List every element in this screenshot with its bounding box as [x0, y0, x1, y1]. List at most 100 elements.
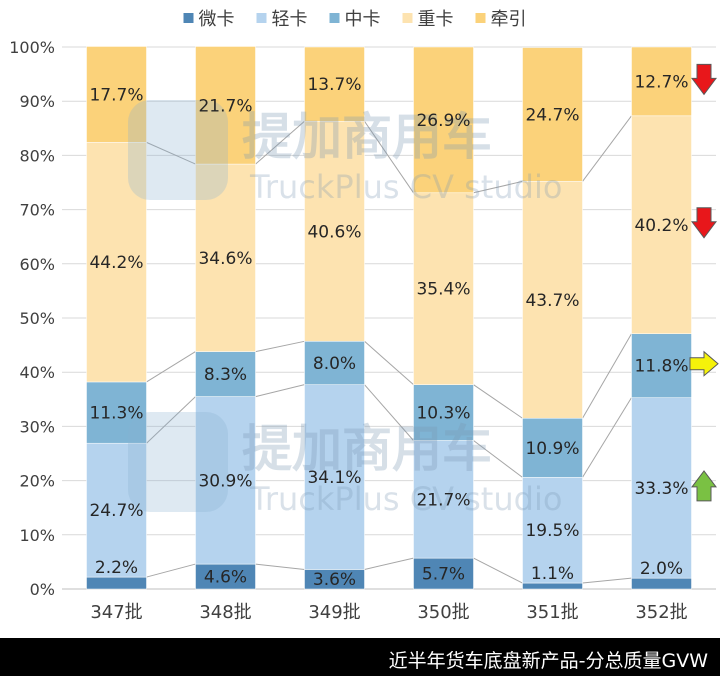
bar-segment-中卡 [195, 351, 256, 397]
bar-segment-轻卡 [195, 396, 256, 565]
series-connector-line [255, 384, 305, 398]
legend-label: 重卡 [418, 9, 454, 30]
data-label: 30.9% [198, 471, 252, 491]
bar-segment-中卡 [631, 333, 692, 398]
data-label: 4.6% [204, 568, 247, 588]
series-connector-line [473, 440, 523, 478]
data-label: 10.9% [525, 439, 579, 459]
x-tick-label: 349批 [308, 602, 360, 623]
data-label: 1.1% [531, 564, 574, 584]
data-label: 34.1% [307, 468, 361, 488]
bar-segment-微卡 [195, 563, 256, 590]
legend-label: 牵引 [491, 9, 527, 30]
data-label: 17.7% [89, 85, 143, 105]
trend-arrow-up-icon [691, 470, 717, 502]
bar-segment-重卡 [86, 142, 147, 383]
series-connector-line [582, 577, 632, 584]
bar-segment-轻卡 [522, 477, 583, 584]
series-connector-line [582, 397, 632, 478]
series-connector-line [473, 180, 523, 194]
data-label: 21.7% [198, 96, 252, 116]
stacked-bar-chart: 0% 10% 20% 30% 40% 50% 60% 70% 80% 90% 100% 347批 348… [9, 9, 719, 623]
watermark-text-cn: 提加商用车 [242, 420, 492, 478]
bar-segment-微卡 [86, 576, 147, 590]
data-label: 13.7% [307, 75, 361, 95]
series-connector-line [582, 115, 632, 182]
bar-segment-重卡 [304, 121, 365, 342]
data-label: 44.2% [89, 253, 143, 273]
data-label: 3.6% [313, 570, 356, 590]
bar-segment-牵引 [195, 46, 256, 165]
bar-segment-牵引 [631, 46, 692, 117]
data-label: 8.0% [313, 354, 356, 374]
bar-segment-重卡 [522, 181, 583, 419]
y-tick-label: 100% [9, 38, 55, 57]
series-connector-line [473, 557, 523, 584]
data-label: 43.7% [525, 291, 579, 311]
data-label: 26.9% [416, 111, 470, 131]
legend-swatch-重卡 [402, 13, 413, 23]
y-tick-label: 30% [19, 417, 55, 436]
data-label: 21.7% [416, 490, 470, 510]
bar-segment-重卡 [413, 192, 474, 385]
bar-segment-重卡 [195, 163, 256, 352]
y-tick-label: 60% [19, 255, 55, 274]
series-connector-line [364, 384, 414, 441]
y-tick-label: 40% [19, 363, 55, 382]
x-tick-label: 350批 [417, 602, 469, 623]
bar-segment-中卡 [522, 418, 583, 478]
bar-segment-轻卡 [413, 440, 474, 559]
data-label: 2.0% [640, 559, 683, 579]
trend-arrow-right-icon [689, 350, 719, 377]
data-label: 33.3% [634, 479, 688, 499]
bar-segment-中卡 [304, 341, 365, 385]
bar-segment-中卡 [413, 384, 474, 441]
series-connector-line [255, 120, 305, 165]
data-label: 40.6% [307, 222, 361, 242]
legend-label: 中卡 [345, 9, 381, 30]
bar-segment-轻卡 [304, 384, 365, 570]
series-connector-line [146, 141, 196, 165]
watermark-text-en: TruckPlus CV studio [249, 480, 562, 518]
bar-segment-轻卡 [631, 397, 692, 579]
series-connector-line [582, 333, 632, 419]
x-tick-label: 347批 [90, 602, 142, 623]
footer-caption: 近半年货车底盘新产品-分总质量GVW [388, 650, 708, 672]
x-tick-label: 348批 [199, 602, 251, 623]
legend-swatch-牵引 [475, 13, 486, 23]
data-label: 2.2% [95, 558, 138, 578]
legend-swatch-微卡 [183, 13, 194, 23]
bar-segment-重卡 [631, 115, 692, 334]
data-label: 8.3% [204, 365, 247, 385]
series-connector-line [364, 340, 414, 386]
y-tick-label: 0% [30, 580, 55, 599]
data-label: 5.7% [422, 565, 465, 585]
data-label: 34.6% [198, 249, 252, 269]
footer-bar: 近半年货车底盘新产品-分总质量GVW [0, 638, 720, 676]
bar-segment-牵引 [86, 46, 147, 143]
data-label: 10.3% [416, 404, 470, 424]
series-connector-line [473, 384, 523, 419]
x-tick-label: 351批 [526, 602, 578, 623]
x-tick-label: 352批 [635, 602, 687, 623]
series-connector-line [146, 396, 196, 444]
data-label: 40.2% [634, 216, 688, 236]
data-label: 12.7% [634, 72, 688, 92]
legend-label: 轻卡 [272, 9, 308, 30]
y-tick-label: 10% [19, 526, 55, 545]
data-label: 24.7% [525, 105, 579, 125]
watermark-logo-mark [128, 100, 228, 200]
series-connector-line [146, 563, 196, 578]
legend-swatch-轻卡 [256, 13, 267, 23]
data-label: 24.7% [89, 501, 143, 521]
legend-swatch-中卡 [329, 13, 340, 23]
series-connector-line [364, 557, 414, 570]
data-label: 19.5% [525, 521, 579, 541]
series-connector-line [364, 120, 414, 194]
data-label: 35.4% [416, 280, 470, 300]
data-label: 11.8% [634, 357, 688, 377]
bar-segment-中卡 [86, 381, 147, 444]
series-connector-line [255, 340, 305, 353]
bar-segment-牵引 [522, 47, 583, 182]
bar-segment-微卡 [413, 557, 474, 590]
